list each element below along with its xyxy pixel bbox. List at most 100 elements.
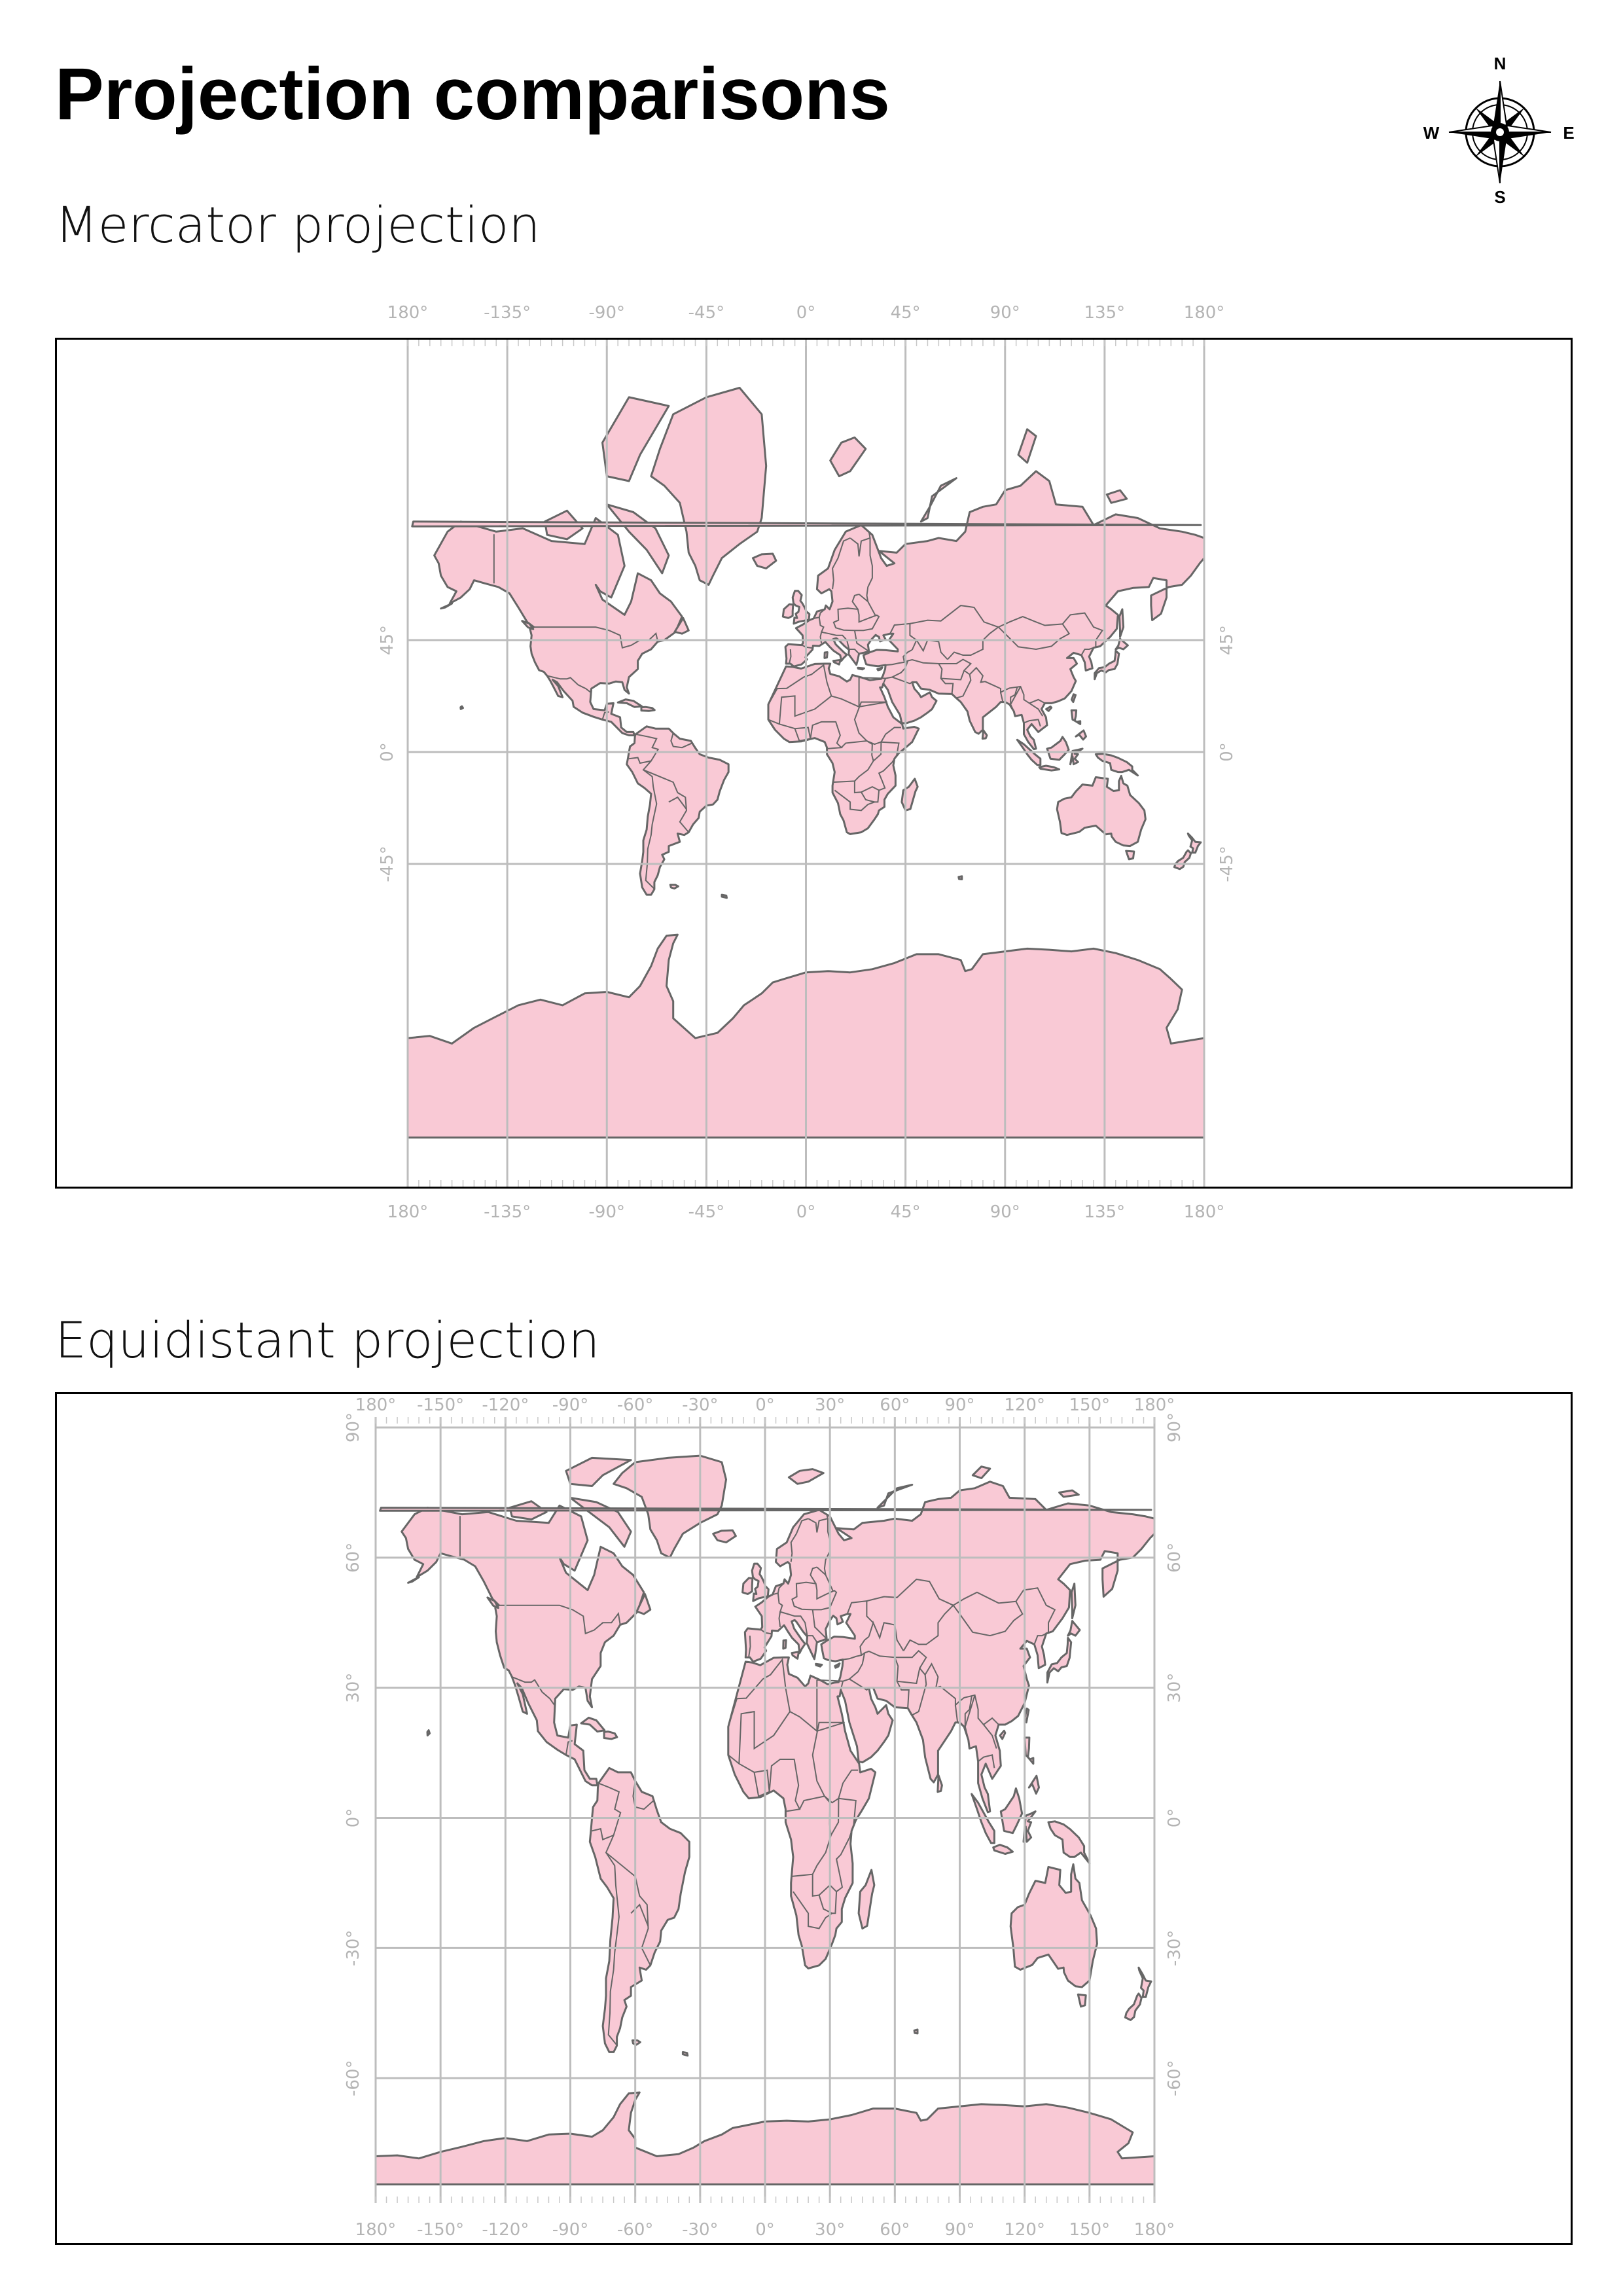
landmass-sakhalin bbox=[1118, 608, 1125, 638]
lon-tick-label-bottom: 0° bbox=[755, 2220, 775, 2240]
country-border bbox=[738, 1710, 791, 1764]
country-border bbox=[1080, 647, 1094, 656]
landmass-afro-eurasia bbox=[727, 1480, 1154, 1969]
country-border bbox=[777, 1593, 783, 1613]
country-border bbox=[864, 1650, 910, 1708]
landmass-mindanao bbox=[1075, 729, 1087, 741]
landmass-north-america bbox=[401, 1504, 645, 1787]
country-border bbox=[956, 674, 972, 699]
landmass-uk bbox=[751, 1562, 770, 1602]
country-border bbox=[832, 537, 851, 590]
landmass-ireland bbox=[741, 1577, 754, 1595]
lon-tick-label-bottom: 150° bbox=[1069, 2220, 1111, 2240]
lon-tick-label-bottom: 180° bbox=[1184, 1202, 1225, 1222]
landmass-sardinia bbox=[782, 1639, 787, 1650]
country-border bbox=[997, 623, 1071, 651]
lon-tick-label-bottom: 120° bbox=[1004, 2220, 1045, 2240]
landmass-new-siberian-islands bbox=[1058, 1489, 1080, 1498]
country-border bbox=[794, 726, 812, 739]
landmass-sicily bbox=[791, 1651, 800, 1660]
country-border bbox=[791, 1581, 838, 1640]
country-border bbox=[832, 607, 880, 653]
country-border bbox=[790, 1518, 809, 1562]
country-border bbox=[778, 695, 832, 725]
lon-tick-label-top: 45° bbox=[891, 303, 921, 323]
landmass-crete bbox=[857, 666, 865, 671]
country-border bbox=[858, 594, 876, 617]
country-border bbox=[813, 605, 827, 619]
country-border bbox=[885, 676, 913, 685]
country-border bbox=[952, 1601, 1024, 1637]
landmass-novaya-zemlya bbox=[919, 477, 957, 523]
country-border bbox=[727, 1658, 818, 1733]
lon-tick-label-top: 180° bbox=[355, 1395, 397, 1415]
landmass-new-zealand-north bbox=[1137, 1966, 1152, 1998]
country-border bbox=[912, 1674, 927, 1716]
lat-tick-label-right: 0° bbox=[1165, 1808, 1185, 1828]
page-title: Projection comparisons bbox=[55, 53, 890, 135]
mercator-heading: Mercator projection bbox=[55, 196, 541, 254]
landmass-japan bbox=[1094, 649, 1120, 681]
compass-north-label: N bbox=[1494, 54, 1507, 73]
landmass-taiwan bbox=[1024, 1708, 1030, 1724]
country-border bbox=[866, 531, 873, 602]
lon-tick-label-top: -90° bbox=[552, 1395, 588, 1415]
country-border bbox=[546, 675, 592, 693]
country-border bbox=[668, 796, 687, 810]
landmass-hispaniola bbox=[640, 706, 656, 712]
landmass-iceland bbox=[712, 1529, 737, 1544]
country-border bbox=[907, 658, 954, 694]
lon-tick-label-bottom: 0° bbox=[796, 1202, 816, 1222]
country-border bbox=[768, 719, 843, 749]
country-border bbox=[808, 1518, 829, 1533]
landmass-novaya-zemlya bbox=[876, 1484, 914, 1509]
country-border bbox=[793, 1837, 850, 1929]
lat-tick-label-right: 30° bbox=[1165, 1673, 1185, 1703]
landmass-borneo bbox=[1046, 736, 1070, 761]
lat-tick-label-left: 60° bbox=[344, 1543, 363, 1573]
landmass-greenland bbox=[613, 1454, 727, 1559]
landmass-south-georgia bbox=[681, 2051, 689, 2057]
country-border bbox=[768, 664, 860, 708]
country-border bbox=[983, 1724, 997, 1749]
country-border bbox=[964, 1695, 976, 1740]
lon-tick-label-top: -135° bbox=[484, 303, 531, 323]
lon-tick-label-bottom: -30° bbox=[682, 2220, 718, 2240]
lat-tick-label-right: 90° bbox=[1165, 1412, 1185, 1443]
lon-tick-label-bottom: -90° bbox=[552, 2220, 588, 2240]
landmass-south-america bbox=[588, 1767, 690, 2053]
landmass-cyprus bbox=[876, 666, 883, 672]
country-border bbox=[818, 617, 825, 633]
country-border bbox=[789, 649, 792, 664]
country-border bbox=[1024, 719, 1041, 727]
landmass-tasmania bbox=[1077, 1993, 1087, 2008]
landmass-kerguelen bbox=[957, 875, 963, 880]
country-border bbox=[499, 1604, 621, 1635]
landmass-philippines bbox=[1070, 709, 1082, 725]
lon-tick-label-bottom: 90° bbox=[944, 2220, 974, 2240]
landmass-java bbox=[1038, 764, 1061, 772]
country-border bbox=[834, 761, 893, 812]
landmass-sri-lanka bbox=[936, 1774, 943, 1793]
landmass-south-georgia bbox=[721, 893, 728, 899]
lat-tick-label-left: -45° bbox=[378, 846, 397, 882]
lon-tick-label-top: 180° bbox=[387, 303, 429, 323]
lon-tick-label-bottom: 135° bbox=[1084, 1202, 1126, 1222]
landmass-kerguelen bbox=[913, 2028, 919, 2035]
country-border bbox=[670, 732, 692, 749]
compass-rose-icon: N S W E bbox=[1423, 54, 1575, 204]
lon-tick-label-top: -120° bbox=[482, 1395, 529, 1415]
lat-tick-label-left: -60° bbox=[344, 2060, 363, 2096]
lon-tick-label-top: 135° bbox=[1084, 303, 1126, 323]
lon-tick-label-bottom: -150° bbox=[417, 2220, 464, 2240]
country-border bbox=[643, 769, 690, 833]
country-border bbox=[849, 537, 870, 557]
lon-tick-label-top: 60° bbox=[880, 1395, 910, 1415]
lat-tick-label-right: -30° bbox=[1165, 1930, 1185, 1966]
tick-labels: 180° 180° -150° -150° -120° -120° -90° -90° -60°… bbox=[344, 1395, 1185, 2240]
country-border bbox=[832, 740, 874, 783]
landmass-newfoundland bbox=[635, 1593, 652, 1615]
country-border bbox=[849, 1651, 866, 1680]
lon-tick-label-bottom: -45° bbox=[688, 1202, 724, 1222]
